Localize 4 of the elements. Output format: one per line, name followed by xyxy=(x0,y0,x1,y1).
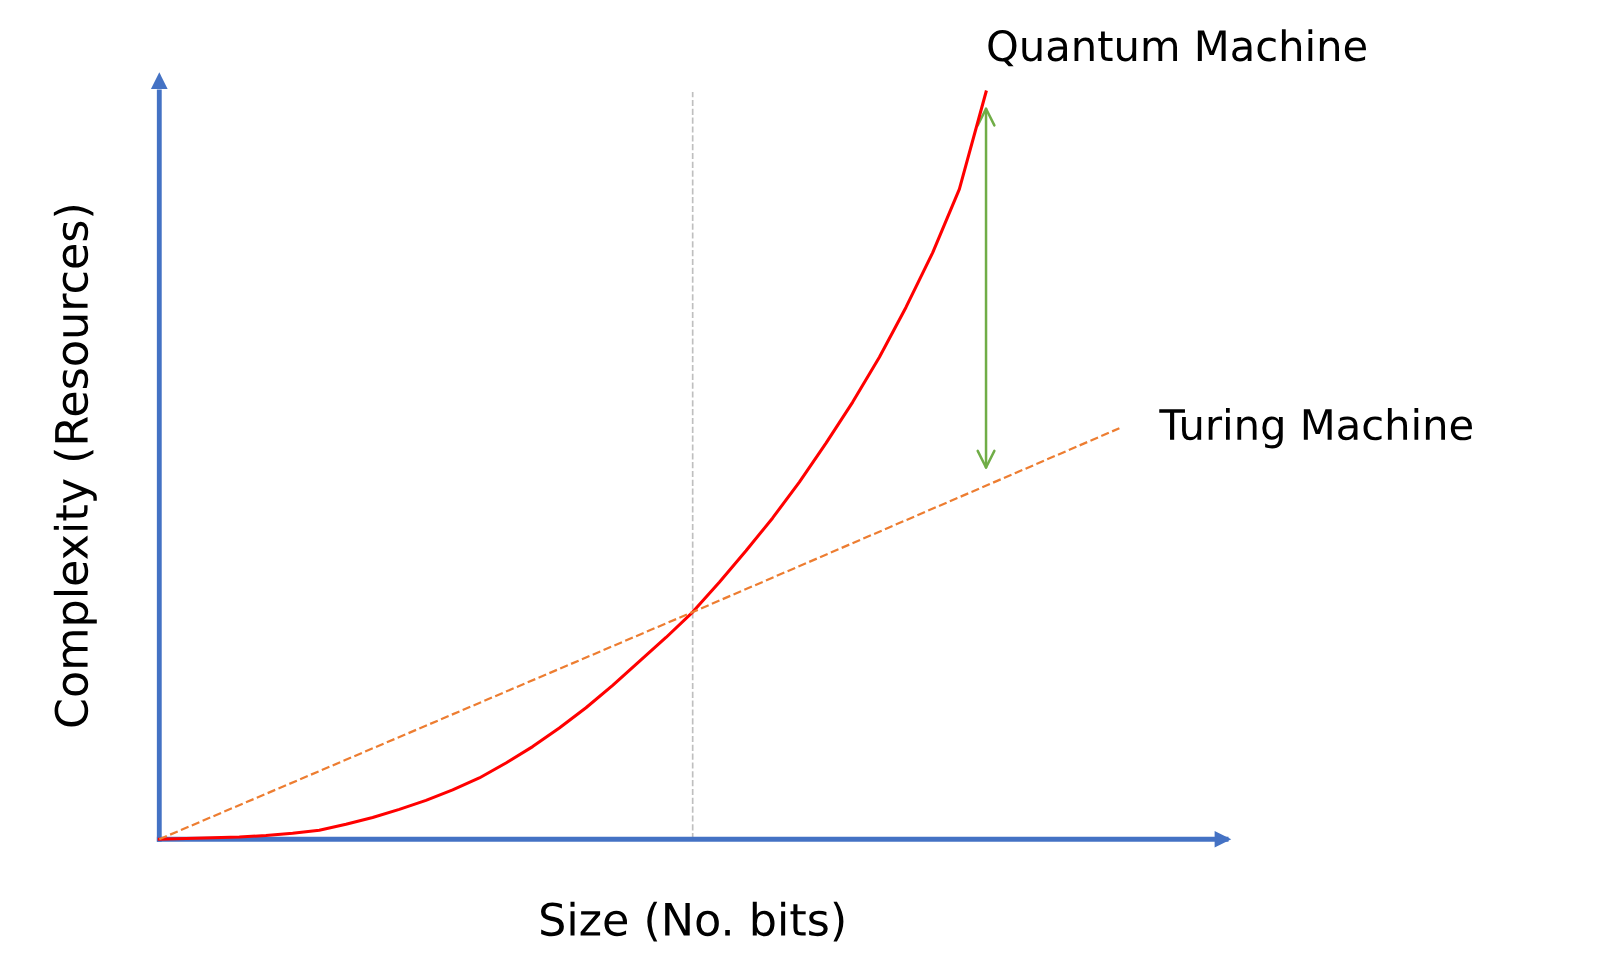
y-axis-title: Complexity (Resources) xyxy=(53,206,97,727)
x-axis-title: Size (No. bits) xyxy=(541,901,844,942)
series-label: Turing Machine xyxy=(1159,408,1472,449)
series-label: Quantum Machine xyxy=(988,29,1366,67)
